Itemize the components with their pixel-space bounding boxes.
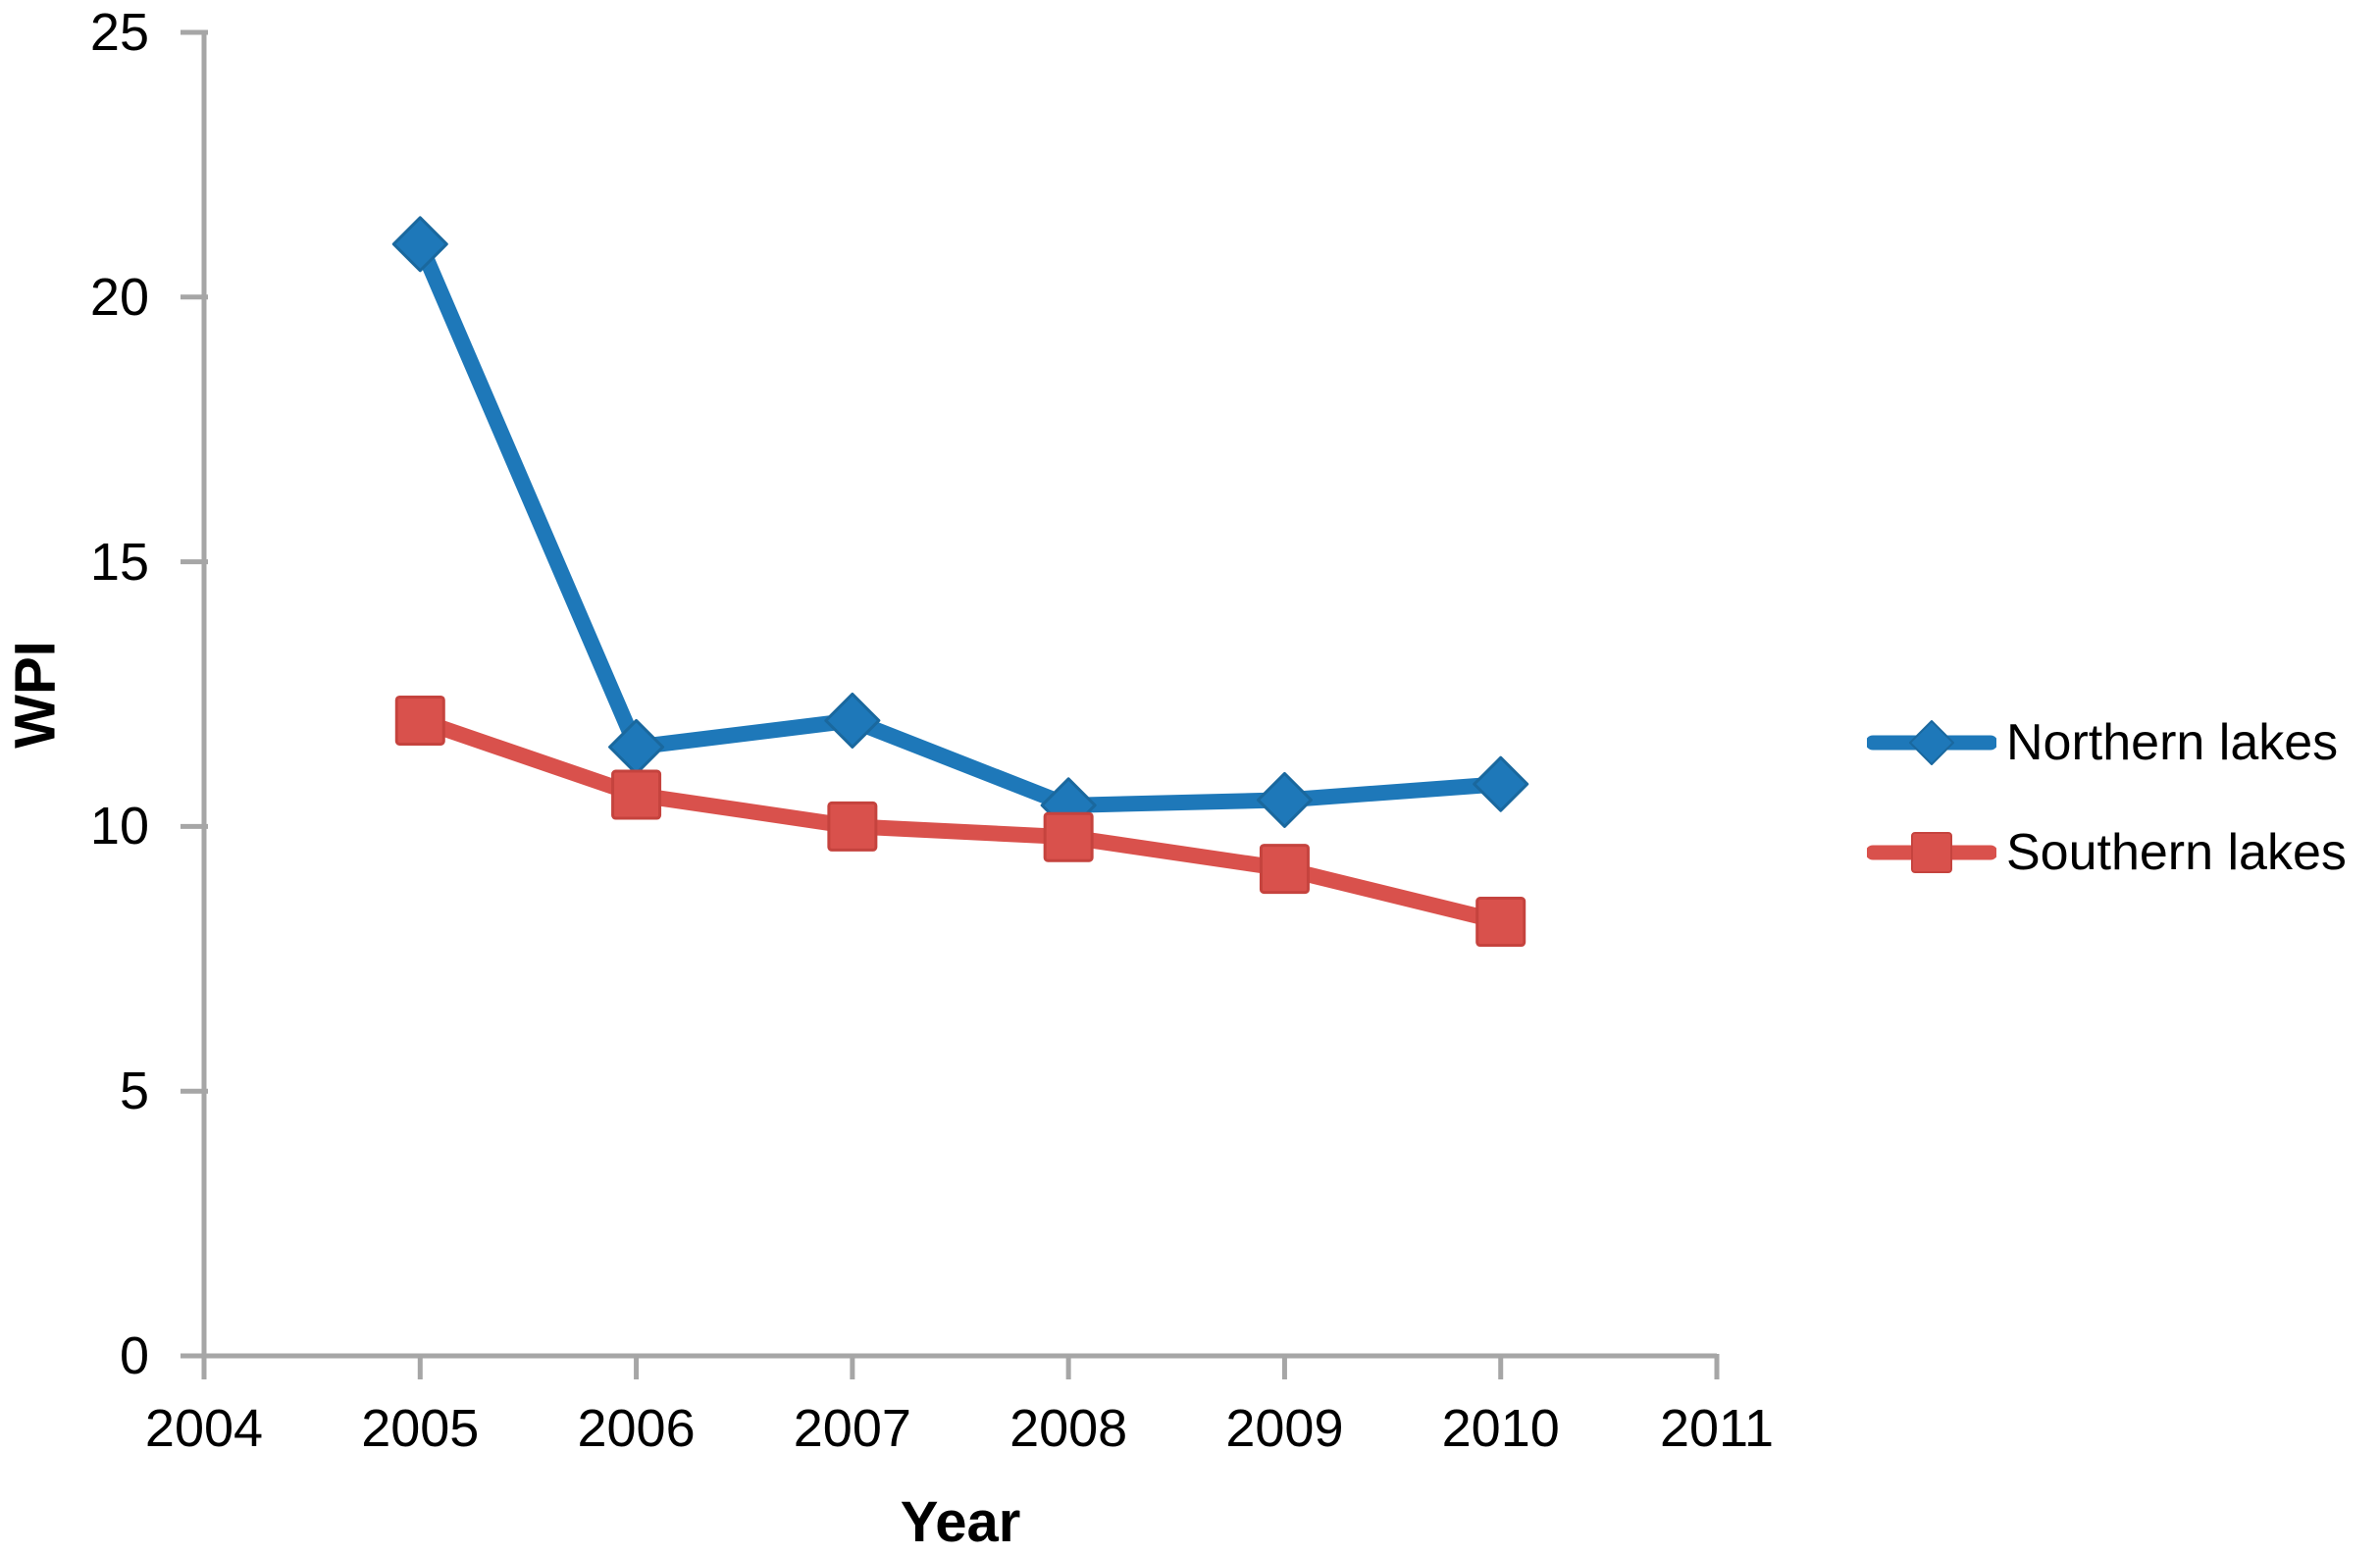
x-tick-label: 2007 <box>793 1399 911 1458</box>
y-axis-title: WPI <box>3 641 68 749</box>
x-tick-label: 2005 <box>361 1399 480 1458</box>
x-tick-label: 2006 <box>577 1399 696 1458</box>
y-tick-label: 5 <box>119 1062 149 1121</box>
square-marker-icon <box>1867 832 1996 873</box>
x-tick-label: 2008 <box>1009 1399 1128 1458</box>
x-tick-label: 2011 <box>1659 1399 1775 1458</box>
x-tick-label: 2004 <box>144 1399 264 1458</box>
y-tick-label: 0 <box>119 1326 149 1385</box>
diamond-marker-icon <box>1867 720 1996 765</box>
x-axis-title: Year <box>900 1490 1021 1554</box>
y-tick-label: 10 <box>89 797 149 856</box>
y-tick-label: 25 <box>89 3 149 62</box>
legend-label: Northern lakes <box>2006 714 2339 771</box>
y-tick-label: 20 <box>89 267 149 327</box>
legend-label: Southern lakes <box>2006 824 2347 881</box>
legend: Northern lakes Southern lakes <box>1867 688 2347 908</box>
y-tick-label: 15 <box>89 532 149 592</box>
legend-item-southern-lakes: Southern lakes <box>1867 798 2347 908</box>
x-tick-label: 2009 <box>1225 1399 1344 1458</box>
x-tick-label: 2010 <box>1441 1399 1560 1458</box>
legend-item-northern-lakes: Northern lakes <box>1867 688 2347 798</box>
